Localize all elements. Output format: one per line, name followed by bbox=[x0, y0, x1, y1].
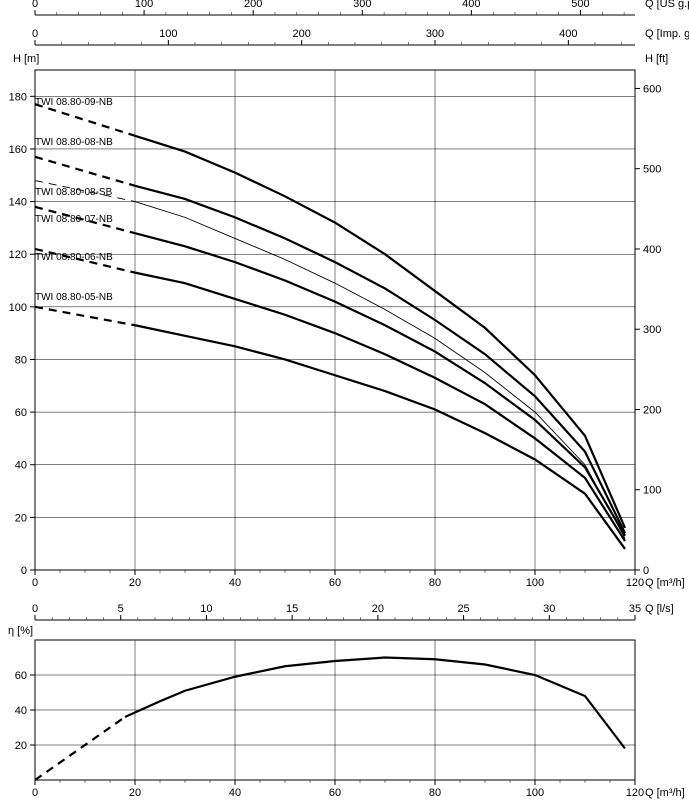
x-bottom-tick: 0 bbox=[32, 577, 38, 589]
eff-x-bottom-tick: 120 bbox=[626, 787, 644, 799]
eff-y-tick: 20 bbox=[15, 740, 27, 752]
eff-x-top-tick: 15 bbox=[286, 603, 298, 615]
eff-x-bottom-tick: 80 bbox=[429, 787, 441, 799]
y-left-tick: 60 bbox=[15, 407, 27, 419]
eff-x-bottom-tick: 100 bbox=[526, 787, 544, 799]
curve-label: TWI 08.80-07-NB bbox=[35, 214, 113, 225]
eff-x-bottom-tick: 40 bbox=[229, 787, 241, 799]
eff-x-top-tick: 20 bbox=[372, 603, 384, 615]
y-right-tick: 300 bbox=[643, 324, 661, 336]
x-top2-tick: 400 bbox=[559, 28, 577, 40]
y-left-tick: 160 bbox=[9, 144, 27, 156]
y-right-tick: 600 bbox=[643, 83, 661, 95]
x-bottom-tick: 20 bbox=[129, 577, 141, 589]
eff-y-label: η [%] bbox=[8, 625, 33, 637]
eff-x-top-tick: 5 bbox=[118, 603, 124, 615]
y-left-tick: 80 bbox=[15, 354, 27, 366]
x-bottom-tick: 100 bbox=[526, 577, 544, 589]
x-bottom-tick: 80 bbox=[429, 577, 441, 589]
y-left-tick: 100 bbox=[9, 302, 27, 314]
curve-label: TWI 08.80-09-NB bbox=[35, 97, 113, 108]
x-top1-tick: 300 bbox=[353, 0, 371, 10]
y-right-axis-label: H [ft] bbox=[645, 53, 668, 65]
eff-x-top-tick: 30 bbox=[543, 603, 555, 615]
x-top1-tick: 200 bbox=[244, 0, 262, 10]
x-bottom-tick: 60 bbox=[329, 577, 341, 589]
x-top1-tick: 500 bbox=[571, 0, 589, 10]
y-left-tick: 180 bbox=[9, 91, 27, 103]
curve-label: TWI 08.80-06-NB bbox=[35, 252, 113, 263]
eff-x-top-tick: 10 bbox=[200, 603, 212, 615]
curve-label: TWI 08.80-08-SB bbox=[35, 187, 113, 198]
eff-x-bottom-label: Q [m³/h] bbox=[645, 787, 685, 799]
x-top2-tick: 0 bbox=[32, 28, 38, 40]
eff-x-bottom-tick: 20 bbox=[129, 787, 141, 799]
x-top1-tick: 0 bbox=[32, 0, 38, 10]
x-bottom-tick: 40 bbox=[229, 577, 241, 589]
y-right-tick: 200 bbox=[643, 404, 661, 416]
y-left-tick: 40 bbox=[15, 460, 27, 472]
y-left-axis-label: H [m] bbox=[13, 53, 39, 65]
curve-label: TWI 08.80-08-NB bbox=[35, 137, 113, 148]
y-left-tick: 20 bbox=[15, 512, 27, 524]
eff-x-top-tick: 35 bbox=[629, 603, 641, 615]
eff-x-bottom-tick: 60 bbox=[329, 787, 341, 799]
eff-x-top-label: Q [l/s] bbox=[645, 603, 674, 615]
x-top1-tick: 400 bbox=[462, 0, 480, 10]
y-right-tick: 400 bbox=[643, 244, 661, 256]
y-right-tick: 0 bbox=[643, 565, 649, 577]
x-bottom-tick: 120 bbox=[626, 577, 644, 589]
curve-label: TWI 08.80-05-NB bbox=[35, 292, 113, 303]
eff-x-bottom-tick: 0 bbox=[32, 787, 38, 799]
x-top2-tick: 300 bbox=[426, 28, 444, 40]
x-bottom-axis-label: Q [m³/h] bbox=[645, 577, 685, 589]
x-top2-tick: 200 bbox=[292, 28, 310, 40]
y-right-tick: 100 bbox=[643, 485, 661, 497]
eff-y-tick: 40 bbox=[15, 705, 27, 717]
eff-y-tick: 60 bbox=[15, 670, 27, 682]
y-left-tick: 120 bbox=[9, 249, 27, 261]
x-top1-tick: 100 bbox=[135, 0, 153, 10]
eff-x-top-tick: 0 bbox=[32, 603, 38, 615]
y-right-tick: 500 bbox=[643, 164, 661, 176]
x-top2-tick: 100 bbox=[159, 28, 177, 40]
x-top2-axis-label: Q [Imp. g.p.m.] bbox=[645, 28, 689, 40]
y-left-tick: 140 bbox=[9, 197, 27, 209]
y-left-tick: 0 bbox=[21, 565, 27, 577]
x-top1-axis-label: Q [US g.p.m.] bbox=[645, 0, 689, 10]
eff-x-top-tick: 25 bbox=[457, 603, 469, 615]
